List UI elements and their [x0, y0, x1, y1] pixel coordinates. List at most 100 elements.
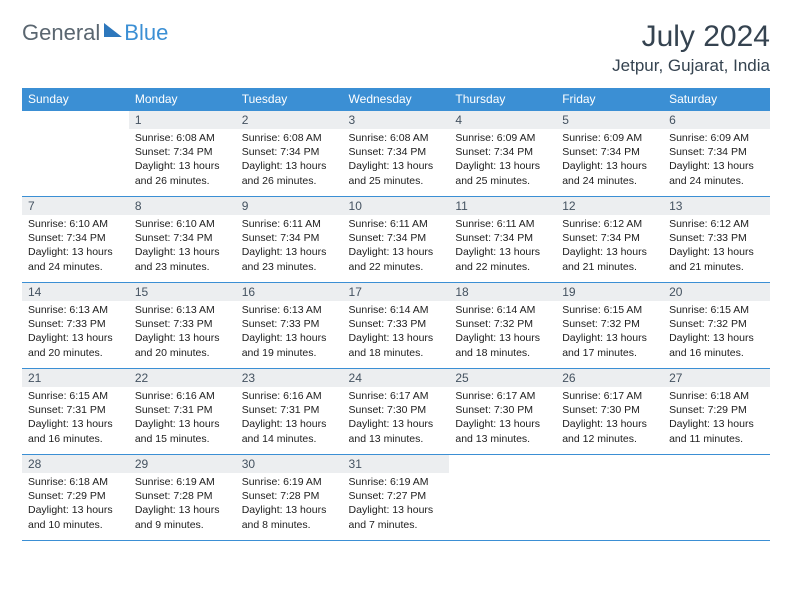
day-number: 11	[449, 197, 556, 215]
day-details: Sunrise: 6:19 AMSunset: 7:28 PMDaylight:…	[236, 473, 343, 536]
day-details: Sunrise: 6:12 AMSunset: 7:33 PMDaylight:…	[663, 215, 770, 278]
day-cell: 11Sunrise: 6:11 AMSunset: 7:34 PMDayligh…	[449, 197, 556, 283]
week-row: 14Sunrise: 6:13 AMSunset: 7:33 PMDayligh…	[22, 283, 770, 369]
day-details: Sunrise: 6:09 AMSunset: 7:34 PMDaylight:…	[556, 129, 663, 192]
day-details: Sunrise: 6:16 AMSunset: 7:31 PMDaylight:…	[129, 387, 236, 450]
week-row: 7Sunrise: 6:10 AMSunset: 7:34 PMDaylight…	[22, 197, 770, 283]
day-details: Sunrise: 6:13 AMSunset: 7:33 PMDaylight:…	[22, 301, 129, 364]
day-number: 2	[236, 111, 343, 129]
day-cell: 5Sunrise: 6:09 AMSunset: 7:34 PMDaylight…	[556, 111, 663, 197]
day-details: Sunrise: 6:10 AMSunset: 7:34 PMDaylight:…	[129, 215, 236, 278]
day-cell: 4Sunrise: 6:09 AMSunset: 7:34 PMDaylight…	[449, 111, 556, 197]
day-number: 13	[663, 197, 770, 215]
day-details: Sunrise: 6:18 AMSunset: 7:29 PMDaylight:…	[663, 387, 770, 450]
day-details: Sunrise: 6:08 AMSunset: 7:34 PMDaylight:…	[343, 129, 450, 192]
day-details: Sunrise: 6:09 AMSunset: 7:34 PMDaylight:…	[449, 129, 556, 192]
day-cell: 30Sunrise: 6:19 AMSunset: 7:28 PMDayligh…	[236, 455, 343, 541]
day-details: Sunrise: 6:13 AMSunset: 7:33 PMDaylight:…	[129, 301, 236, 364]
week-row: 28Sunrise: 6:18 AMSunset: 7:29 PMDayligh…	[22, 455, 770, 541]
day-details: Sunrise: 6:08 AMSunset: 7:34 PMDaylight:…	[129, 129, 236, 192]
calendar-table: SundayMondayTuesdayWednesdayThursdayFrid…	[22, 88, 770, 541]
day-header: Monday	[129, 88, 236, 111]
day-number: 3	[343, 111, 450, 129]
calendar-header-row: SundayMondayTuesdayWednesdayThursdayFrid…	[22, 88, 770, 111]
day-details: Sunrise: 6:15 AMSunset: 7:31 PMDaylight:…	[22, 387, 129, 450]
day-details: Sunrise: 6:17 AMSunset: 7:30 PMDaylight:…	[449, 387, 556, 450]
day-details: Sunrise: 6:17 AMSunset: 7:30 PMDaylight:…	[556, 387, 663, 450]
day-details: Sunrise: 6:11 AMSunset: 7:34 PMDaylight:…	[343, 215, 450, 278]
day-details: Sunrise: 6:12 AMSunset: 7:34 PMDaylight:…	[556, 215, 663, 278]
day-details: Sunrise: 6:14 AMSunset: 7:32 PMDaylight:…	[449, 301, 556, 364]
day-header: Friday	[556, 88, 663, 111]
day-number: 30	[236, 455, 343, 473]
day-number: 4	[449, 111, 556, 129]
day-details: Sunrise: 6:19 AMSunset: 7:28 PMDaylight:…	[129, 473, 236, 536]
day-details: Sunrise: 6:17 AMSunset: 7:30 PMDaylight:…	[343, 387, 450, 450]
day-number: 6	[663, 111, 770, 129]
day-cell: 7Sunrise: 6:10 AMSunset: 7:34 PMDaylight…	[22, 197, 129, 283]
day-details: Sunrise: 6:15 AMSunset: 7:32 PMDaylight:…	[663, 301, 770, 364]
day-number: 18	[449, 283, 556, 301]
day-details: Sunrise: 6:16 AMSunset: 7:31 PMDaylight:…	[236, 387, 343, 450]
day-cell: 26Sunrise: 6:17 AMSunset: 7:30 PMDayligh…	[556, 369, 663, 455]
day-details: Sunrise: 6:14 AMSunset: 7:33 PMDaylight:…	[343, 301, 450, 364]
day-cell	[556, 455, 663, 541]
day-number: 27	[663, 369, 770, 387]
day-cell: 14Sunrise: 6:13 AMSunset: 7:33 PMDayligh…	[22, 283, 129, 369]
day-number: 29	[129, 455, 236, 473]
day-details: Sunrise: 6:19 AMSunset: 7:27 PMDaylight:…	[343, 473, 450, 536]
day-cell: 27Sunrise: 6:18 AMSunset: 7:29 PMDayligh…	[663, 369, 770, 455]
logo: General Blue	[22, 20, 168, 46]
day-number: 14	[22, 283, 129, 301]
day-cell: 15Sunrise: 6:13 AMSunset: 7:33 PMDayligh…	[129, 283, 236, 369]
day-cell: 20Sunrise: 6:15 AMSunset: 7:32 PMDayligh…	[663, 283, 770, 369]
day-number: 26	[556, 369, 663, 387]
day-cell: 10Sunrise: 6:11 AMSunset: 7:34 PMDayligh…	[343, 197, 450, 283]
day-cell: 16Sunrise: 6:13 AMSunset: 7:33 PMDayligh…	[236, 283, 343, 369]
day-number: 23	[236, 369, 343, 387]
day-number: 16	[236, 283, 343, 301]
day-number: 25	[449, 369, 556, 387]
day-number: 21	[22, 369, 129, 387]
day-header: Thursday	[449, 88, 556, 111]
day-number: 10	[343, 197, 450, 215]
day-details: Sunrise: 6:08 AMSunset: 7:34 PMDaylight:…	[236, 129, 343, 192]
day-cell	[449, 455, 556, 541]
title-block: July 2024 Jetpur, Gujarat, India	[612, 20, 770, 76]
day-cell: 8Sunrise: 6:10 AMSunset: 7:34 PMDaylight…	[129, 197, 236, 283]
day-cell: 2Sunrise: 6:08 AMSunset: 7:34 PMDaylight…	[236, 111, 343, 197]
day-number: 22	[129, 369, 236, 387]
day-cell: 9Sunrise: 6:11 AMSunset: 7:34 PMDaylight…	[236, 197, 343, 283]
week-row: 1Sunrise: 6:08 AMSunset: 7:34 PMDaylight…	[22, 111, 770, 197]
day-number: 15	[129, 283, 236, 301]
header: General Blue July 2024 Jetpur, Gujarat, …	[22, 20, 770, 76]
day-number: 20	[663, 283, 770, 301]
day-number: 12	[556, 197, 663, 215]
day-number: 1	[129, 111, 236, 129]
day-cell: 24Sunrise: 6:17 AMSunset: 7:30 PMDayligh…	[343, 369, 450, 455]
day-details: Sunrise: 6:09 AMSunset: 7:34 PMDaylight:…	[663, 129, 770, 192]
day-cell: 21Sunrise: 6:15 AMSunset: 7:31 PMDayligh…	[22, 369, 129, 455]
day-cell: 3Sunrise: 6:08 AMSunset: 7:34 PMDaylight…	[343, 111, 450, 197]
day-header: Wednesday	[343, 88, 450, 111]
day-cell: 22Sunrise: 6:16 AMSunset: 7:31 PMDayligh…	[129, 369, 236, 455]
page-subtitle: Jetpur, Gujarat, India	[612, 56, 770, 76]
day-cell	[663, 455, 770, 541]
day-cell: 31Sunrise: 6:19 AMSunset: 7:27 PMDayligh…	[343, 455, 450, 541]
day-header: Sunday	[22, 88, 129, 111]
day-details: Sunrise: 6:11 AMSunset: 7:34 PMDaylight:…	[236, 215, 343, 278]
day-cell: 1Sunrise: 6:08 AMSunset: 7:34 PMDaylight…	[129, 111, 236, 197]
day-cell: 12Sunrise: 6:12 AMSunset: 7:34 PMDayligh…	[556, 197, 663, 283]
day-number: 8	[129, 197, 236, 215]
day-number: 24	[343, 369, 450, 387]
logo-text-general: General	[22, 20, 100, 46]
day-details: Sunrise: 6:15 AMSunset: 7:32 PMDaylight:…	[556, 301, 663, 364]
day-cell: 29Sunrise: 6:19 AMSunset: 7:28 PMDayligh…	[129, 455, 236, 541]
day-details: Sunrise: 6:10 AMSunset: 7:34 PMDaylight:…	[22, 215, 129, 278]
logo-sail-icon	[104, 23, 122, 37]
day-details: Sunrise: 6:18 AMSunset: 7:29 PMDaylight:…	[22, 473, 129, 536]
day-cell: 18Sunrise: 6:14 AMSunset: 7:32 PMDayligh…	[449, 283, 556, 369]
day-cell: 6Sunrise: 6:09 AMSunset: 7:34 PMDaylight…	[663, 111, 770, 197]
day-number: 17	[343, 283, 450, 301]
day-details: Sunrise: 6:13 AMSunset: 7:33 PMDaylight:…	[236, 301, 343, 364]
